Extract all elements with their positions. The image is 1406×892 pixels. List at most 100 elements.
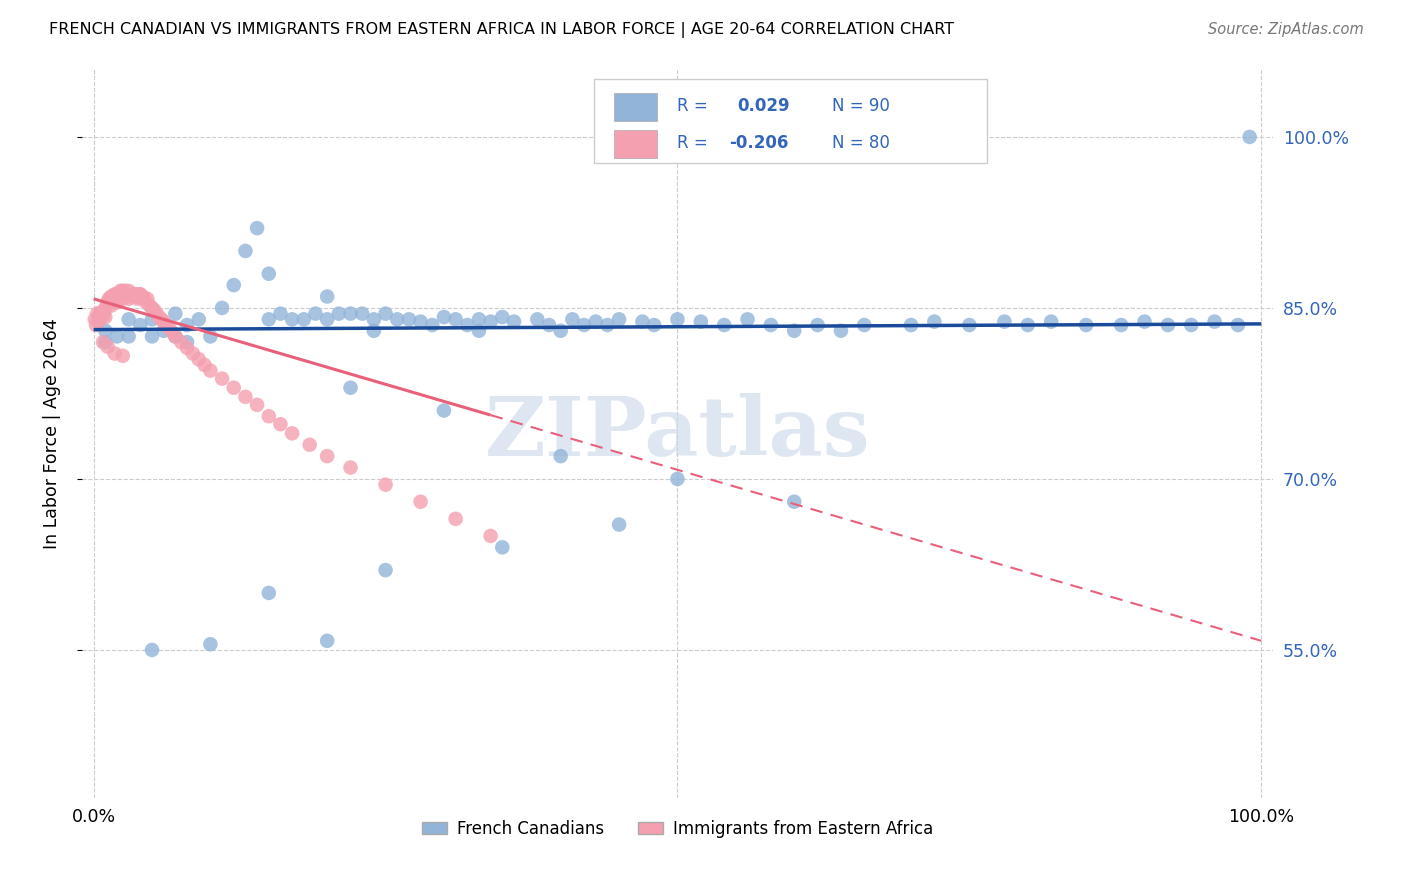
Point [159,321,181,335]
Point [924,315,946,329]
Point [211,301,233,315]
Point [114,284,136,298]
Point [143,303,166,318]
Point [97,292,120,306]
Point [118,329,141,343]
Point [94,301,117,315]
Point [281,426,304,441]
Point [155,318,177,332]
Point [152,315,174,329]
Point [806,318,828,332]
Point [83,312,105,326]
Point [104,346,127,360]
Point [607,312,630,326]
Point [713,318,735,332]
FancyBboxPatch shape [595,79,987,163]
Point [1133,315,1156,329]
Point [235,244,257,258]
Point [352,307,374,321]
Point [110,284,132,298]
Point [108,289,131,303]
Point [269,417,291,432]
Point [200,329,222,343]
Point [131,289,153,303]
Text: Source: ZipAtlas.com: Source: ZipAtlas.com [1208,22,1364,37]
Point [257,312,280,326]
Point [104,292,127,306]
Point [666,312,689,326]
Point [1157,318,1180,332]
Point [468,312,491,326]
FancyBboxPatch shape [614,94,657,121]
Point [596,318,619,332]
Point [737,312,759,326]
Point [162,326,184,340]
Point [129,318,152,332]
Point [433,403,456,417]
Point [86,307,108,321]
Point [374,477,396,491]
Point [165,307,187,321]
Legend: French Canadians, Immigrants from Eastern Africa: French Canadians, Immigrants from Easter… [415,814,939,845]
Point [387,312,409,326]
Point [117,287,139,301]
Point [91,335,114,350]
Point [550,324,572,338]
Point [1180,318,1202,332]
Text: FRENCH CANADIAN VS IMMIGRANTS FROM EASTERN AFRICA IN LABOR FORCE | AGE 20-64 COR: FRENCH CANADIAN VS IMMIGRANTS FROM EASTE… [49,22,955,38]
Point [94,324,117,338]
Point [759,318,782,332]
Point [585,315,607,329]
Point [105,329,128,343]
Point [1226,318,1249,332]
Point [165,329,187,343]
Point [222,381,245,395]
Point [200,637,222,651]
Point [316,449,339,463]
Point [100,299,122,313]
Point [138,299,160,313]
Point [181,346,204,360]
Point [103,289,125,303]
Point [136,292,159,306]
Point [176,341,198,355]
Y-axis label: In Labor Force | Age 20-64: In Labor Force | Age 20-64 [44,318,60,549]
Point [257,409,280,424]
Point [101,292,124,306]
Point [94,335,117,350]
Point [193,358,215,372]
Point [316,289,339,303]
Point [550,449,572,463]
Point [132,292,155,306]
Point [993,315,1015,329]
Point [526,312,548,326]
Point [105,295,128,310]
Point [148,310,170,324]
Point [124,287,146,301]
Point [783,324,806,338]
Point [127,292,149,306]
Point [643,318,665,332]
Text: R =: R = [678,97,709,115]
Point [398,312,420,326]
Point [115,287,138,301]
Point [141,312,163,326]
Point [328,307,350,321]
Point [107,287,129,301]
Point [111,349,134,363]
Point [89,310,111,324]
Point [111,287,134,301]
Point [491,310,513,324]
Point [468,324,491,338]
Point [1040,315,1063,329]
Point [257,586,280,600]
Point [165,329,187,343]
Point [235,390,257,404]
Point [93,304,115,318]
Point [246,398,269,412]
Point [90,305,112,319]
Text: ZIPatlas: ZIPatlas [485,393,870,474]
Point [100,289,122,303]
Point [1109,318,1132,332]
Point [444,512,467,526]
